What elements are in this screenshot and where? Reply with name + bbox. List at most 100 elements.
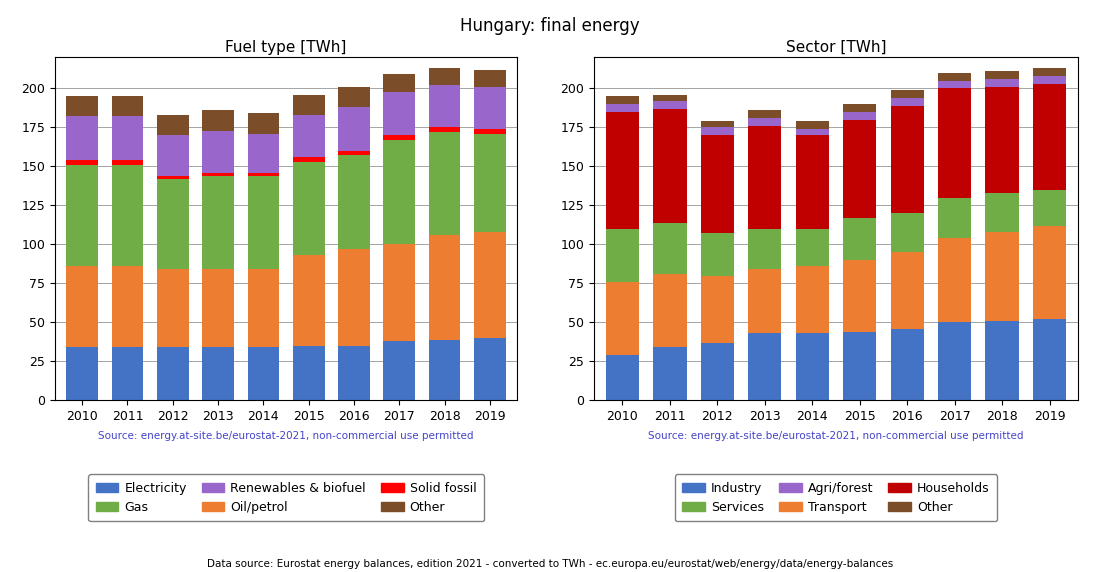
Bar	[474, 129, 506, 134]
Bar	[938, 197, 971, 238]
Bar	[157, 135, 188, 176]
Bar	[795, 135, 829, 229]
Bar	[202, 176, 234, 269]
Bar	[701, 135, 734, 233]
Bar	[653, 274, 686, 347]
Bar	[384, 135, 415, 140]
Bar	[202, 110, 234, 130]
Bar	[429, 235, 461, 340]
Bar	[986, 193, 1019, 232]
Bar	[748, 269, 781, 333]
Bar	[938, 238, 971, 323]
Text: Data source: Eurostat energy balances, edition 2021 - converted to TWh - ec.euro: Data source: Eurostat energy balances, e…	[207, 559, 893, 569]
Bar	[653, 101, 686, 109]
Bar	[384, 74, 415, 92]
Bar	[938, 81, 971, 89]
Bar	[653, 94, 686, 101]
Bar	[384, 244, 415, 341]
Bar	[748, 110, 781, 118]
Bar	[248, 134, 279, 173]
Bar	[157, 347, 188, 400]
Bar	[429, 85, 461, 128]
Bar	[248, 113, 279, 134]
Bar	[843, 332, 877, 400]
Bar	[111, 160, 143, 165]
Bar	[843, 104, 877, 112]
Bar	[986, 72, 1019, 79]
Bar	[701, 233, 734, 276]
Bar	[891, 90, 924, 98]
Bar	[606, 229, 639, 282]
Bar	[338, 151, 370, 156]
Text: Source: energy.at-site.be/eurostat-2021, non-commercial use permitted: Source: energy.at-site.be/eurostat-2021,…	[98, 431, 474, 441]
Bar	[795, 229, 829, 266]
Bar	[338, 107, 370, 151]
Bar	[986, 232, 1019, 321]
Bar	[384, 341, 415, 400]
Bar	[248, 173, 279, 176]
Bar	[111, 117, 143, 160]
Bar	[66, 117, 98, 160]
Bar	[474, 70, 506, 87]
Bar	[111, 96, 143, 117]
Bar	[795, 266, 829, 333]
Bar	[429, 68, 461, 85]
Bar	[748, 333, 781, 400]
Bar	[606, 112, 639, 229]
Bar	[1033, 68, 1066, 76]
Bar	[293, 255, 324, 346]
Bar	[653, 109, 686, 223]
Bar	[384, 92, 415, 135]
Bar	[157, 179, 188, 269]
Bar	[474, 87, 506, 129]
Bar	[701, 276, 734, 343]
Bar	[891, 213, 924, 252]
Bar	[66, 165, 98, 266]
Bar	[938, 73, 971, 81]
Bar	[701, 343, 734, 400]
Title: Sector [TWh]: Sector [TWh]	[785, 39, 887, 55]
Bar	[606, 104, 639, 112]
Bar	[66, 266, 98, 347]
Bar	[338, 249, 370, 346]
Bar	[795, 129, 829, 135]
Bar	[986, 79, 1019, 87]
Bar	[938, 323, 971, 400]
Bar	[606, 282, 639, 355]
Bar	[157, 269, 188, 347]
Bar	[474, 338, 506, 400]
Bar	[1033, 84, 1066, 190]
Bar	[66, 347, 98, 400]
Bar	[248, 176, 279, 269]
Bar	[293, 157, 324, 162]
Bar	[938, 89, 971, 197]
Text: Hungary: final energy: Hungary: final energy	[460, 17, 640, 35]
Bar	[1033, 319, 1066, 400]
Title: Fuel type [TWh]: Fuel type [TWh]	[226, 39, 346, 55]
Bar	[891, 106, 924, 213]
Bar	[843, 112, 877, 120]
Bar	[202, 347, 234, 400]
Bar	[795, 121, 829, 129]
Text: Source: energy.at-site.be/eurostat-2021, non-commercial use permitted: Source: energy.at-site.be/eurostat-2021,…	[648, 431, 1024, 441]
Bar	[843, 120, 877, 218]
Legend: Electricity, Gas, Renewables & biofuel, Oil/petrol, Solid fossil, Other: Electricity, Gas, Renewables & biofuel, …	[88, 474, 484, 521]
Bar	[474, 134, 506, 232]
Bar	[338, 156, 370, 249]
Bar	[293, 115, 324, 157]
Bar	[1033, 76, 1066, 84]
Bar	[429, 128, 461, 132]
Bar	[248, 347, 279, 400]
Bar	[293, 94, 324, 115]
Bar	[66, 160, 98, 165]
Bar	[338, 87, 370, 107]
Bar	[701, 128, 734, 135]
Legend: Industry, Services, Agri/forest, Transport, Households, Other: Industry, Services, Agri/forest, Transpo…	[674, 474, 998, 521]
Bar	[202, 173, 234, 176]
Bar	[891, 252, 924, 329]
Bar	[843, 218, 877, 260]
Bar	[293, 346, 324, 400]
Bar	[701, 121, 734, 128]
Bar	[1033, 226, 1066, 319]
Bar	[1033, 190, 1066, 226]
